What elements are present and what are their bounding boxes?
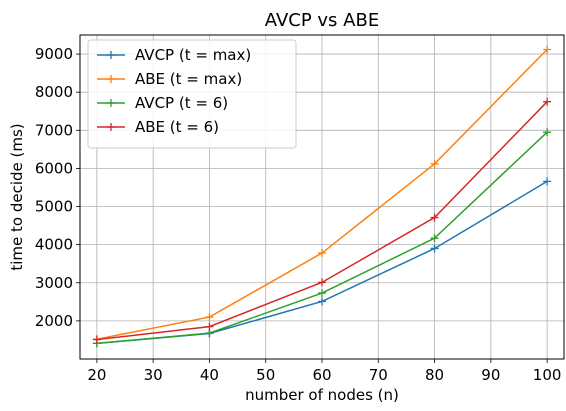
- data-point-marker: [543, 177, 552, 186]
- data-point-marker: [543, 45, 552, 54]
- y-tick-label: 4000: [35, 236, 73, 254]
- data-point-marker: [318, 249, 326, 258]
- data-point-marker: [318, 297, 326, 306]
- legend-item: ABE (t = max): [97, 70, 242, 88]
- legend-label: AVCP (t = max): [135, 46, 251, 64]
- y-tick-label: 5000: [35, 198, 73, 216]
- x-tick-label: 80: [425, 366, 444, 384]
- data-point-marker: [430, 159, 439, 168]
- series-lines: [92, 45, 552, 348]
- legend-marker: [107, 51, 115, 59]
- y-tick-label: 7000: [35, 121, 73, 139]
- legend-label: ABE (t = 6): [135, 118, 219, 136]
- legend-marker: [107, 75, 115, 83]
- axis-ticks: 20 30 40 50 60 70 80 90 100 2000 3000 4000 5000 6000 7…: [35, 45, 562, 384]
- y-tick-label: 9000: [35, 45, 73, 63]
- series-4: [92, 97, 552, 344]
- x-tick-label: 70: [369, 366, 388, 384]
- x-tick-label: 40: [200, 366, 219, 384]
- x-axis-label: number of nodes (n): [245, 386, 399, 404]
- y-axis-label: time to decide (ms): [8, 123, 26, 270]
- chart-title: AVCP vs ABE: [265, 10, 379, 31]
- legend-label: AVCP (t = 6): [135, 94, 228, 112]
- x-tick-label: 30: [144, 366, 163, 384]
- legend-item: ABE (t = 6): [97, 118, 219, 136]
- y-tick-label: 8000: [35, 83, 73, 101]
- legend-label: ABE (t = max): [135, 70, 242, 88]
- data-point-marker: [205, 313, 214, 322]
- data-point-marker: [543, 128, 552, 137]
- legend: AVCP (t = max) ABE (t = max) AVCP (t = 6) A…: [87, 39, 297, 149]
- legend-box: [87, 39, 297, 149]
- y-tick-label: 6000: [35, 159, 73, 177]
- x-tick-label: 100: [533, 366, 562, 384]
- x-tick-label: 20: [87, 366, 106, 384]
- x-tick-label: 60: [312, 366, 331, 384]
- data-point-marker: [430, 234, 439, 243]
- y-tick-label: 2000: [35, 312, 73, 330]
- data-point-marker: [318, 289, 326, 298]
- data-point-marker: [430, 213, 439, 222]
- data-point-marker: [318, 278, 326, 287]
- legend-marker: [107, 99, 115, 107]
- x-tick-label: 50: [256, 366, 275, 384]
- data-point-marker: [205, 322, 214, 331]
- legend-item: AVCP (t = 6): [97, 94, 228, 112]
- y-tick-label: 3000: [35, 274, 73, 292]
- data-point-marker: [543, 97, 552, 106]
- data-point-marker: [92, 335, 101, 344]
- legend-item: AVCP (t = max): [97, 46, 251, 64]
- x-tick-label: 90: [481, 366, 500, 384]
- data-point-marker: [430, 244, 439, 253]
- legend-marker: [107, 123, 115, 131]
